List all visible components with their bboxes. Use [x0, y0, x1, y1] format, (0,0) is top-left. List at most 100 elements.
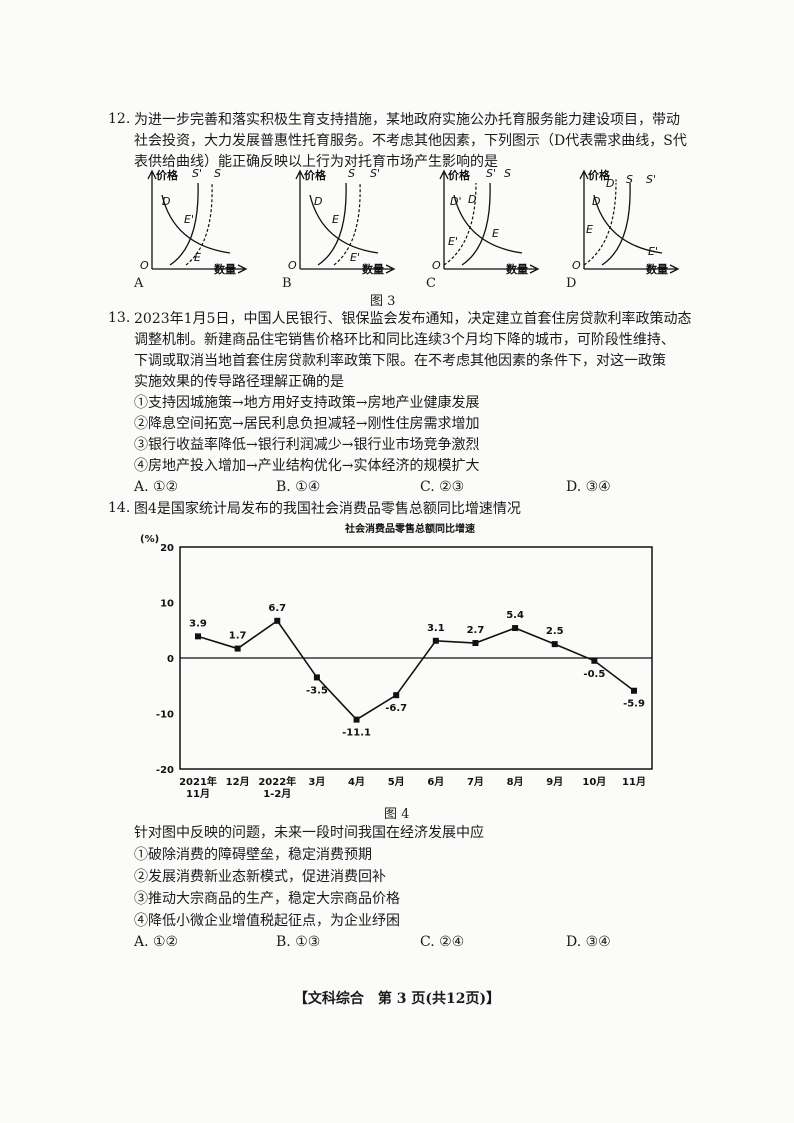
supply-curve [317, 182, 347, 266]
demand-curve [161, 194, 231, 254]
q14-number: 14. [108, 500, 131, 516]
q14-intro: 图4是国家统计局发布的我国社会消费品零售总额同比增速情况 [134, 501, 521, 517]
shifted-curve [583, 182, 617, 266]
q14-option-b[interactable]: B. ①③ [276, 934, 321, 950]
curve-label: S' [646, 173, 656, 186]
q14-item: ②发展消费新业态新模式，促进消费回补 [134, 869, 386, 885]
data-label: 1.7 [229, 631, 247, 642]
q13-item: ④房地产投入增加→产业结构优化→实体经济的规模扩大 [134, 458, 480, 474]
q13-option-b[interactable]: B. ①④ [276, 479, 321, 495]
supply-curve [601, 182, 631, 266]
y-axis-unit: (%) [140, 534, 159, 545]
curve-label: D [314, 195, 322, 208]
q12-line: 社会投资，大力发展普惠性托育服务。不考虑其他因素，下列图示（D代表需求曲线，S代 [134, 133, 687, 149]
y-axis-label: 价格 [156, 168, 179, 182]
x-tick-label: 6月 [427, 776, 444, 788]
x-tick-label: 2021年 11月 [179, 775, 217, 800]
x-tick-label: 9月 [546, 776, 563, 788]
q14-option-a[interactable]: A. ①② [134, 934, 179, 950]
data-label: -3.5 [306, 685, 328, 696]
q14-option-c[interactable]: C. ②④ [420, 934, 465, 950]
data-point [234, 645, 241, 652]
curve-label: S' [486, 167, 496, 180]
q14-item: ③推动大宗商品的生产，稳定大宗商品价格 [134, 891, 400, 907]
q13-option-d[interactable]: D. ③④ [566, 479, 611, 495]
q13-item: ②降息空间拓宽→居民利息负担减轻→刚性住房需求增加 [134, 416, 480, 432]
demand-curve [453, 194, 523, 254]
data-point [631, 687, 637, 694]
x-tick-label: 2022年 1-2月 [258, 775, 296, 800]
shifted-curve [443, 182, 477, 266]
curve-label: S [214, 167, 221, 180]
curve-label: E' [350, 251, 360, 264]
axes [439, 169, 540, 274]
data-point [472, 640, 479, 647]
origin-label: O [140, 259, 149, 272]
q13-number: 13. [108, 310, 131, 326]
y-tick-label: -10 [156, 710, 174, 721]
retail-sales-growth-chart: 社会消费品零售总额同比增速 (%)20 10 0 -10 -20 3.9 2021年 11月 1.… [140, 522, 653, 800]
data-label: 3.1 [427, 623, 445, 634]
y-axis-label: 价格 [304, 168, 327, 182]
q13-line: 2023年1月5日，中国人民银行、银保监会发布通知，决定建立首套住房贷款利率政策… [134, 311, 692, 327]
axes [147, 169, 248, 274]
data-label: 2.5 [546, 626, 564, 637]
curve-label: E' [648, 245, 658, 258]
page-footer: 【文科综合 第 3 页(共12页)】 [293, 991, 501, 1007]
graph-option-label: B [282, 276, 292, 291]
figure-4-caption: 图 4 [384, 807, 410, 822]
axes [579, 169, 680, 274]
data-point [353, 716, 360, 723]
data-label: 2.7 [467, 625, 485, 636]
y-tick-label: 10 [160, 599, 174, 610]
demand-curve [593, 194, 663, 254]
q12-line: 为进一步完善和落实积极生育支持措施，某地政府实施公办托育服务能力建设项目，带动 [134, 112, 680, 128]
y-tick-label: 20 [160, 543, 174, 554]
figure-3-caption: 图 3 [370, 294, 396, 309]
q13-option-c[interactable]: C. ②③ [420, 479, 465, 495]
chart-title: 社会消费品零售总额同比增速 [344, 522, 475, 535]
curve-label: S' [370, 167, 380, 180]
curve-label: D' [606, 177, 618, 190]
q14-item: ①破除消费的障碍壁垒，稳定消费预期 [134, 847, 372, 863]
y-axis-label: 价格 [588, 168, 611, 182]
y-tick-label: -20 [156, 765, 174, 776]
curve-label: E' [184, 213, 194, 226]
q14-option-d[interactable]: D. ③④ [566, 934, 611, 950]
x-tick-label: 11月 [622, 776, 646, 788]
supply-demand-graph-b: 价格 数量 O D S S' E E' [288, 165, 418, 276]
series-line [197, 619, 635, 721]
axes [295, 169, 396, 274]
supply-curve [461, 182, 491, 266]
data-label: -5.9 [623, 699, 645, 710]
graph-option-label: D [566, 276, 577, 291]
curve-label: E' [448, 235, 458, 248]
origin-label: O [432, 259, 441, 272]
x-tick-label: 7月 [467, 776, 484, 788]
curve-label: E [194, 251, 201, 264]
curve-label: E [332, 213, 339, 226]
q13-option-a[interactable]: A. ①② [134, 479, 179, 495]
x-axis-label: 数量 [362, 262, 384, 275]
data-label: -6.7 [385, 703, 407, 714]
demand-curve [309, 194, 379, 254]
supply-demand-graph-c: 价格 数量 O D' D S' S E E' [432, 165, 562, 276]
q14-item: ④降低小微企业增值税起征点，为企业纾困 [134, 913, 400, 929]
curve-label: S [504, 167, 511, 180]
x-axis-label: 数量 [646, 262, 668, 275]
data-point [313, 674, 320, 681]
supply-demand-graph-d: 价格 数量 O D D' S S' E E' [572, 165, 702, 276]
curve-label: S [626, 173, 633, 186]
x-tick-label: 5月 [388, 776, 405, 788]
curve-label: E [586, 223, 593, 236]
curve-label: S [348, 167, 355, 180]
q13-line: 实施效果的传导路径理解正确的是 [134, 374, 344, 390]
shifted-curve [333, 182, 361, 266]
x-tick-label: 3月 [308, 776, 325, 788]
data-point [195, 633, 201, 640]
x-tick-label: 4月 [348, 776, 365, 788]
data-label: 5.4 [506, 610, 524, 621]
shifted-curve [185, 182, 213, 266]
curve-label: D [162, 195, 170, 208]
